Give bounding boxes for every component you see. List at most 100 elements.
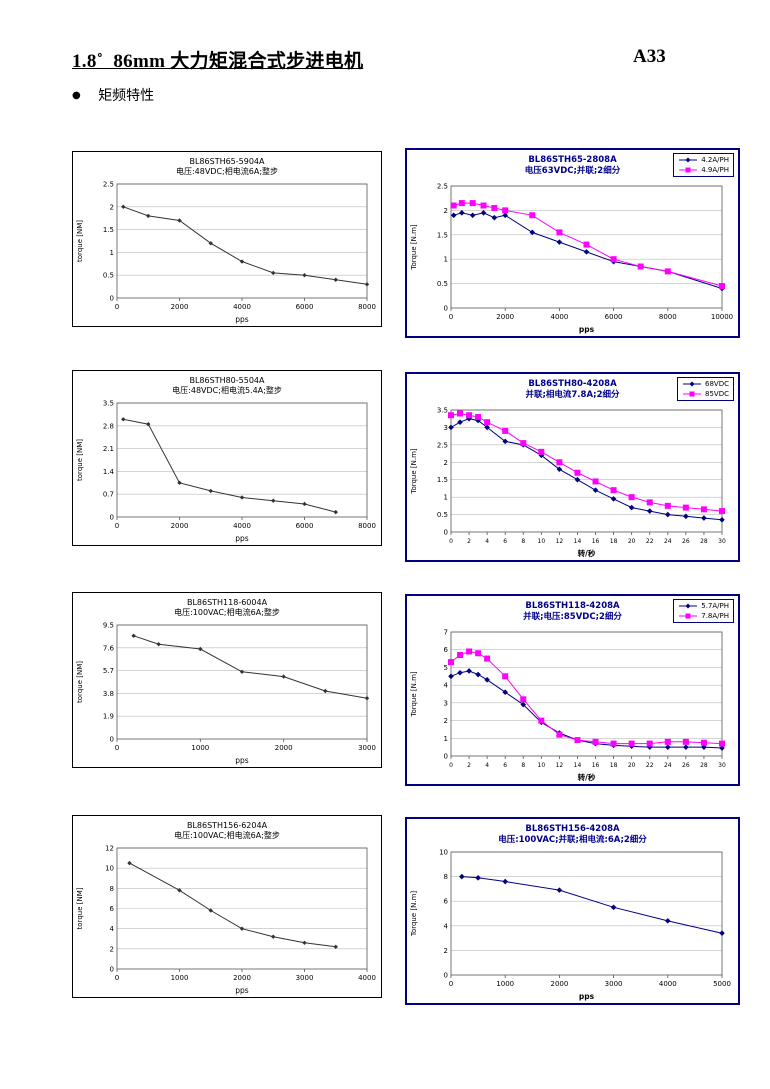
chart-plot: 0 1000 2000 3000 0 1.9 3.8 5.7 7.6 9.5 torque [NM]… (76, 621, 376, 765)
bullet-icon: ● (72, 90, 81, 101)
svg-text:6000: 6000 (296, 303, 314, 311)
svg-text:3: 3 (444, 699, 448, 707)
legend-label: 4.9A/PH (701, 166, 729, 174)
svg-text:2.5: 2.5 (437, 441, 448, 449)
chart-plot: 0 2 4 6 8 10 12 14 16 18 20 22 24 26 28 3001234567Torqu… (410, 629, 726, 783)
svg-text:0.5: 0.5 (437, 511, 448, 519)
svg-text:3.5: 3.5 (103, 399, 114, 407)
legend-label: 68VDC (705, 380, 729, 388)
svg-text:8: 8 (521, 538, 525, 545)
legend-swatch-icon (679, 603, 698, 609)
chart-subtitle: 电压:48VDC;相电流5.4A;整步 (172, 386, 282, 396)
svg-text:3: 3 (444, 424, 448, 432)
section-heading: ● 矩频特性 (72, 85, 154, 105)
svg-text:6: 6 (444, 646, 449, 654)
svg-text:16: 16 (592, 762, 600, 769)
svg-text:8: 8 (444, 873, 448, 881)
svg-text:5000: 5000 (713, 980, 731, 988)
svg-text:30: 30 (718, 538, 726, 545)
x-axis-label: 转/秒 (578, 772, 596, 782)
svg-text:0: 0 (444, 529, 448, 537)
svg-text:1.5: 1.5 (437, 476, 448, 484)
svg-text:2: 2 (110, 203, 114, 211)
svg-text:0: 0 (110, 735, 114, 743)
svg-text:2.8: 2.8 (103, 422, 114, 430)
svg-text:2000: 2000 (233, 974, 251, 982)
svg-text:1: 1 (110, 249, 114, 257)
svg-text:6: 6 (110, 905, 115, 913)
svg-text:2000: 2000 (171, 522, 189, 530)
svg-text:6: 6 (503, 538, 507, 545)
svg-text:8000: 8000 (659, 313, 677, 321)
legend-label: 5.7A/PH (701, 602, 729, 610)
svg-text:0: 0 (110, 965, 114, 973)
svg-text:18: 18 (610, 538, 618, 545)
svg-text:0: 0 (449, 538, 453, 545)
y-axis-label: torque [NM] (76, 220, 84, 262)
svg-text:0: 0 (110, 294, 114, 302)
svg-text:8: 8 (521, 762, 525, 769)
y-axis-label: Torque [N.m] (410, 224, 418, 271)
y-axis-label: Torque [N.m] (410, 891, 418, 938)
legend-swatch-icon (679, 167, 698, 173)
svg-text:0: 0 (115, 303, 119, 311)
x-axis-label: pps (235, 315, 249, 324)
svg-text:16: 16 (592, 538, 600, 545)
svg-text:0.5: 0.5 (437, 280, 448, 288)
svg-text:6000: 6000 (605, 313, 623, 321)
svg-text:10000: 10000 (711, 313, 733, 321)
page-number: A33 (633, 46, 666, 67)
svg-text:2: 2 (444, 947, 448, 955)
chart-subtitle: 电压:100VAC;相电流6A;整步 (174, 608, 280, 618)
x-axis-label: pps (579, 325, 595, 334)
legend-swatch-icon (683, 381, 702, 387)
chart-subtitle: 并联;相电流7.8A;2细分 (525, 390, 620, 401)
legend-entry: 4.9A/PH (678, 165, 729, 175)
legend-label: 85VDC (705, 390, 729, 398)
svg-text:2000: 2000 (171, 303, 189, 311)
chart-bl86sth80-4208a: BL86STH80-4208A 并联;相电流7.8A;2细分 68VDC 85VDC 0… (405, 372, 740, 562)
svg-text:1000: 1000 (191, 744, 209, 752)
svg-text:14: 14 (574, 538, 582, 545)
chart-plot: 0 1000 2000 3000 4000 5000 0 2 4 6 8 10 Torque [N.m]… (410, 849, 731, 1002)
chart-legend: 4.2A/PH 4.9A/PH (673, 153, 734, 177)
svg-text:1.4: 1.4 (103, 468, 115, 476)
svg-text:3000: 3000 (605, 980, 623, 988)
svg-text:22: 22 (646, 538, 654, 545)
svg-text:10: 10 (105, 864, 114, 872)
legend-entry: 7.8A/PH (678, 611, 729, 621)
chart-title: BL86STH118-4208A (525, 601, 620, 611)
svg-text:1000: 1000 (496, 980, 514, 988)
svg-text:4000: 4000 (550, 313, 568, 321)
svg-text:2: 2 (444, 717, 448, 725)
svg-text:4: 4 (110, 925, 115, 933)
svg-text:0: 0 (115, 974, 119, 982)
chart-title: BL86STH65-5904A (189, 157, 265, 166)
chart-title: BL86STH80-5504A (189, 376, 265, 385)
svg-text:3.5: 3.5 (437, 407, 448, 415)
legend-label: 7.8A/PH (701, 612, 729, 620)
svg-text:1: 1 (444, 735, 448, 743)
chart-title: BL86STH156-4208A (525, 824, 620, 834)
svg-text:0: 0 (449, 980, 453, 988)
svg-text:3.8: 3.8 (103, 690, 114, 698)
legend-entry: 85VDC (682, 389, 729, 399)
svg-text:2000: 2000 (496, 313, 514, 321)
svg-text:0: 0 (444, 305, 448, 313)
svg-text:30: 30 (718, 762, 726, 769)
svg-text:9.5: 9.5 (103, 621, 114, 629)
svg-text:26: 26 (682, 762, 690, 769)
svg-text:4: 4 (485, 762, 489, 769)
svg-text:4000: 4000 (358, 974, 376, 982)
chart-header: BL86STH118-4208A 并联;电压:85VDC;2细分 (407, 596, 738, 623)
chart-header: BL86STH156-6204A 电压:100VAC;相电流6A;整步 (73, 816, 381, 842)
x-axis-label: pps (235, 986, 249, 995)
svg-text:0: 0 (115, 744, 119, 752)
svg-text:6: 6 (444, 898, 449, 906)
chart-header: BL86STH80-5504A 电压:48VDC;相电流5.4A;整步 (73, 371, 381, 397)
chart-subtitle: 并联;电压:85VDC;2细分 (523, 612, 622, 623)
svg-text:0: 0 (444, 753, 448, 761)
svg-text:10: 10 (538, 538, 546, 545)
chart-bl86sth65-2808a: BL86STH65-2808A 电压63VDC;并联;2细分 4.2A/PH 4.9A… (405, 148, 740, 338)
